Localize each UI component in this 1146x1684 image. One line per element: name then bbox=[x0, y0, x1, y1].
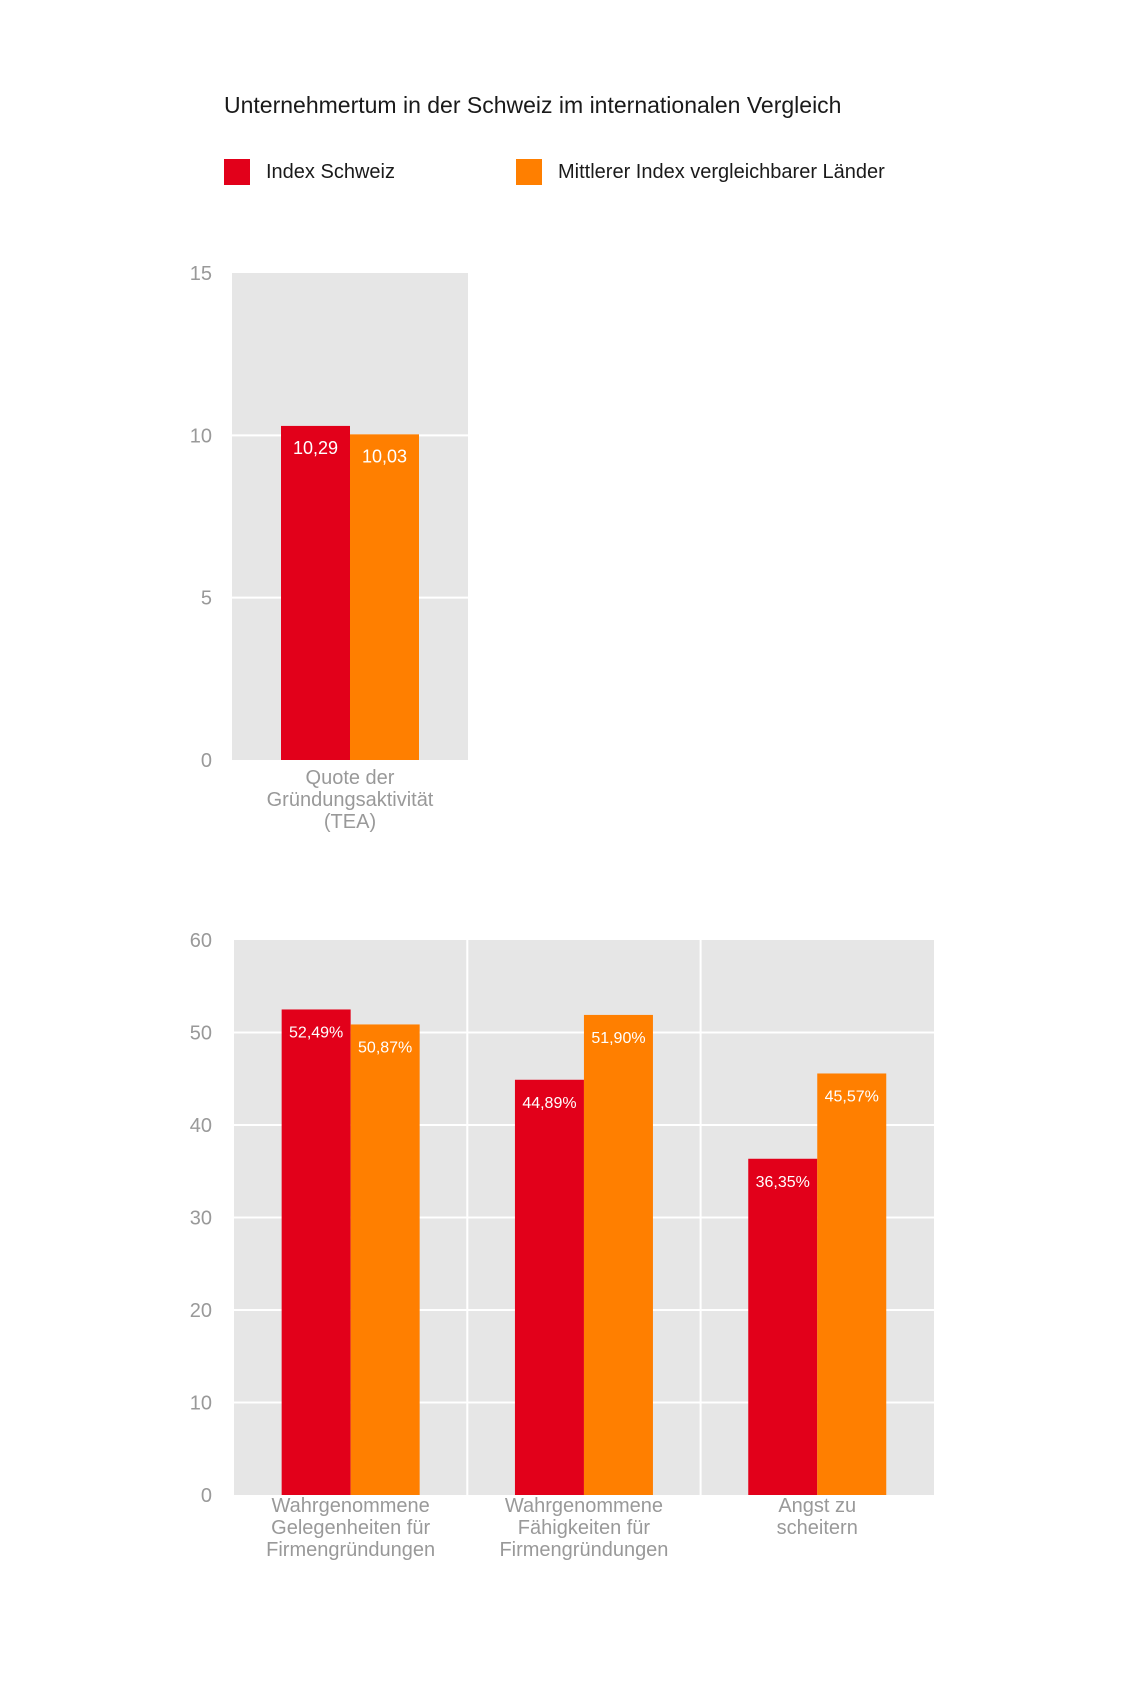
data-label: 51,90% bbox=[591, 1030, 645, 1047]
legend-item-index-schweiz: Index Schweiz bbox=[224, 158, 395, 186]
data-label: 36,35% bbox=[756, 1174, 810, 1191]
data-label: 10,29 bbox=[293, 438, 338, 458]
bar-schweiz bbox=[748, 1158, 818, 1495]
y-tick-label: 30 bbox=[190, 1208, 212, 1230]
bar-vergleich bbox=[350, 1024, 420, 1495]
legend-label: Mittlerer Index vergleichbarer Länder bbox=[558, 160, 885, 183]
chart-perceptions: 0 10 20 30 40 50 60 52,49% 50,87% Wahrgenommene Ge… bbox=[190, 930, 934, 1561]
y-tick-label: 60 bbox=[190, 930, 212, 952]
legend-item-mittlerer-index: Mittlerer Index vergleichbarer Länder bbox=[516, 158, 885, 186]
category-label: Angst zu scheitern bbox=[777, 1495, 858, 1539]
legend-swatch-red bbox=[224, 159, 250, 185]
y-tick-label: 0 bbox=[201, 1485, 212, 1507]
bar-schweiz bbox=[514, 1079, 584, 1495]
bar-vergleich bbox=[817, 1073, 887, 1495]
data-label: 50,87% bbox=[358, 1039, 412, 1056]
category-label: Wahrgenommene Gelegenheiten für Firmengrün… bbox=[266, 1495, 435, 1561]
chart-title: Unternehmertum in der Schweiz im interna… bbox=[224, 92, 842, 118]
bar-schweiz bbox=[281, 1009, 351, 1495]
y-tick-label: 0 bbox=[201, 750, 212, 772]
y-tick-label: 5 bbox=[201, 588, 212, 610]
data-label: 45,57% bbox=[825, 1088, 879, 1105]
y-tick-label: 40 bbox=[190, 1115, 212, 1137]
legend-label: Index Schweiz bbox=[266, 160, 395, 183]
data-label: 10,03 bbox=[362, 446, 407, 466]
data-label: 44,89% bbox=[522, 1095, 576, 1112]
bar-vergleich bbox=[350, 434, 419, 760]
bar-schweiz bbox=[281, 425, 350, 760]
chart-tea: 0 5 10 15 10,29 10,03 Quote der Gründungsaktivi… bbox=[190, 263, 468, 833]
bar-vergleich bbox=[583, 1014, 653, 1495]
category-label: Wahrgenommene Fähigkeiten für Firmengründu… bbox=[499, 1495, 668, 1561]
category-label: Quote der Gründungsaktivität (TEA) bbox=[267, 767, 434, 833]
y-tick-label: 15 bbox=[190, 263, 212, 285]
y-tick-label: 10 bbox=[190, 425, 212, 447]
data-label: 52,49% bbox=[289, 1024, 343, 1041]
y-tick-label: 10 bbox=[190, 1393, 212, 1415]
y-tick-label: 20 bbox=[190, 1300, 212, 1322]
y-tick-label: 50 bbox=[190, 1023, 212, 1045]
legend-swatch-orange bbox=[516, 159, 542, 185]
